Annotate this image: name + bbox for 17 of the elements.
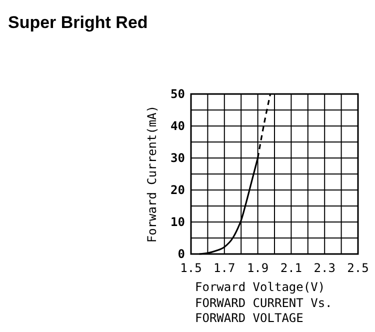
y-tick-label: 40 [170, 119, 185, 133]
y-tick-label: 30 [170, 151, 185, 165]
y-tick-label: 10 [170, 215, 185, 229]
text: FORWARD VOLTAGE [195, 311, 304, 325]
y-axis-title: Forward Current(mA) [145, 105, 159, 243]
text: FORWARD CURRENT Vs. [195, 296, 332, 310]
x-tick-label: 1.7 [214, 261, 236, 275]
y-tick-label: 20 [170, 183, 185, 197]
chart-title: Super Bright Red [8, 13, 148, 32]
y-tick-label: 0 [178, 247, 185, 261]
x-axis-title: Forward Voltage(V) [195, 280, 326, 294]
x-tick-label: 2.1 [280, 261, 302, 275]
x-tick-label: 2.3 [314, 261, 336, 275]
y-tick-label: 50 [170, 87, 185, 101]
x-tick-label: 1.5 [180, 261, 202, 275]
x-tick-label: 1.9 [246, 261, 269, 275]
x-tick-label: 2.5 [347, 261, 369, 275]
